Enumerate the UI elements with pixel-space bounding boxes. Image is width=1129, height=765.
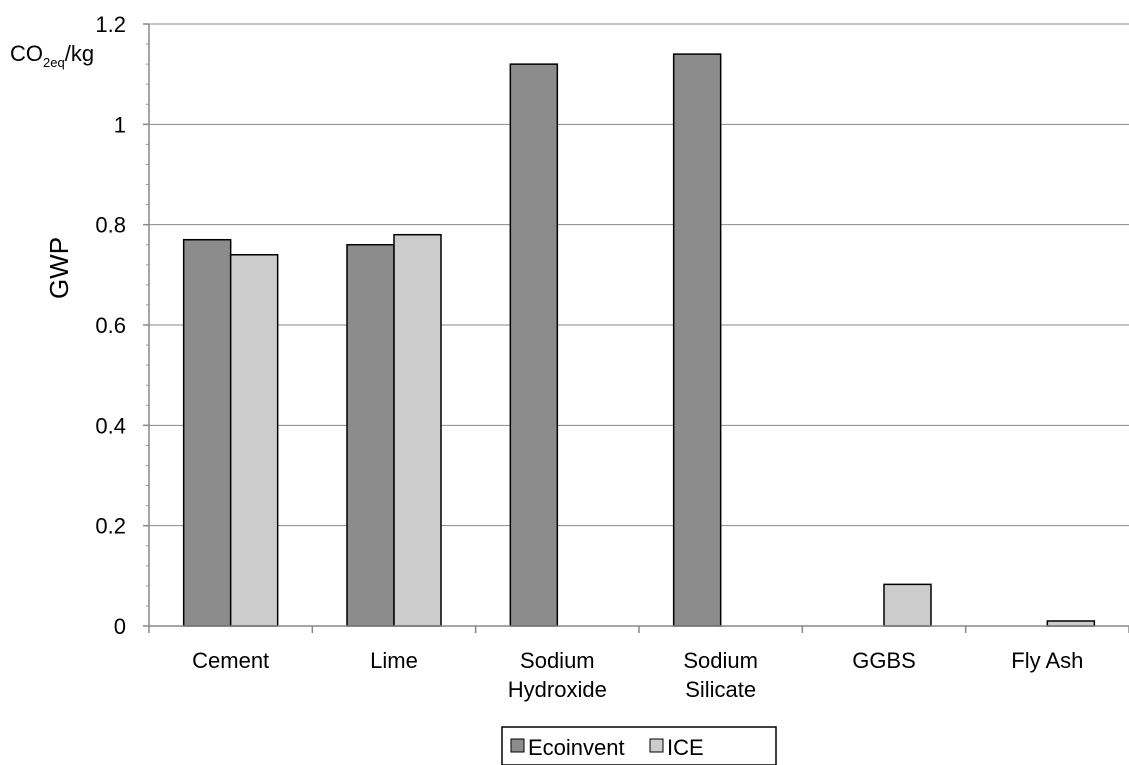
y-axis-title: GWP [44,237,74,299]
y-tick-label: 0.4 [95,413,126,438]
y-tick-label: 1.2 [95,12,126,37]
legend-frame [501,726,777,765]
y-tick-label: 1 [114,112,126,137]
x-category-label: GGBS [852,648,916,673]
y-minor-ticks [143,23,149,627]
x-category-label: Cement [192,648,269,673]
bar-ice-cement [229,254,279,627]
bar-ecoinvent-cement [182,238,232,627]
bar-ecoinvent-lime [346,243,395,627]
y-axis-unit-label: CO2eq/kg [10,41,94,70]
y-tick-label: 0.8 [95,213,126,238]
x-category-label: Fly Ash [1011,648,1083,673]
y-tick-label: 0 [114,614,126,639]
bar-ice-ggbs [883,583,932,627]
bar-ice-lime [393,233,442,627]
y-tick-label: 0.6 [95,313,126,338]
bar-ecoinvent-sodium-hydroxide [509,63,559,627]
x-category-label: Sodium Hydroxide [508,648,607,702]
legend-label: Ecoinvent [528,735,625,760]
legend-swatch [649,738,664,753]
legend-swatch [510,738,525,753]
gridlines [149,23,1129,527]
x-category-label: Sodium Silicate [683,648,758,702]
x-axis-ticks [148,626,1129,633]
legend-label: ICE [667,735,704,760]
bar-ecoinvent-sodium-silicate [672,53,722,627]
x-category-label: Lime [370,648,418,673]
y-tick-labels: 0 0.2 0.4 0.6 0.8 1 1.2 [95,12,126,639]
legend: Ecoinvent ICE [501,726,777,765]
y-tick-label: 0.2 [95,514,126,539]
bar-ice-fly-ash [1046,620,1096,627]
x-category-labels: Cement Lime Sodium Hydroxide Sodium Silicate G… [192,648,1083,702]
bars [182,53,1096,627]
